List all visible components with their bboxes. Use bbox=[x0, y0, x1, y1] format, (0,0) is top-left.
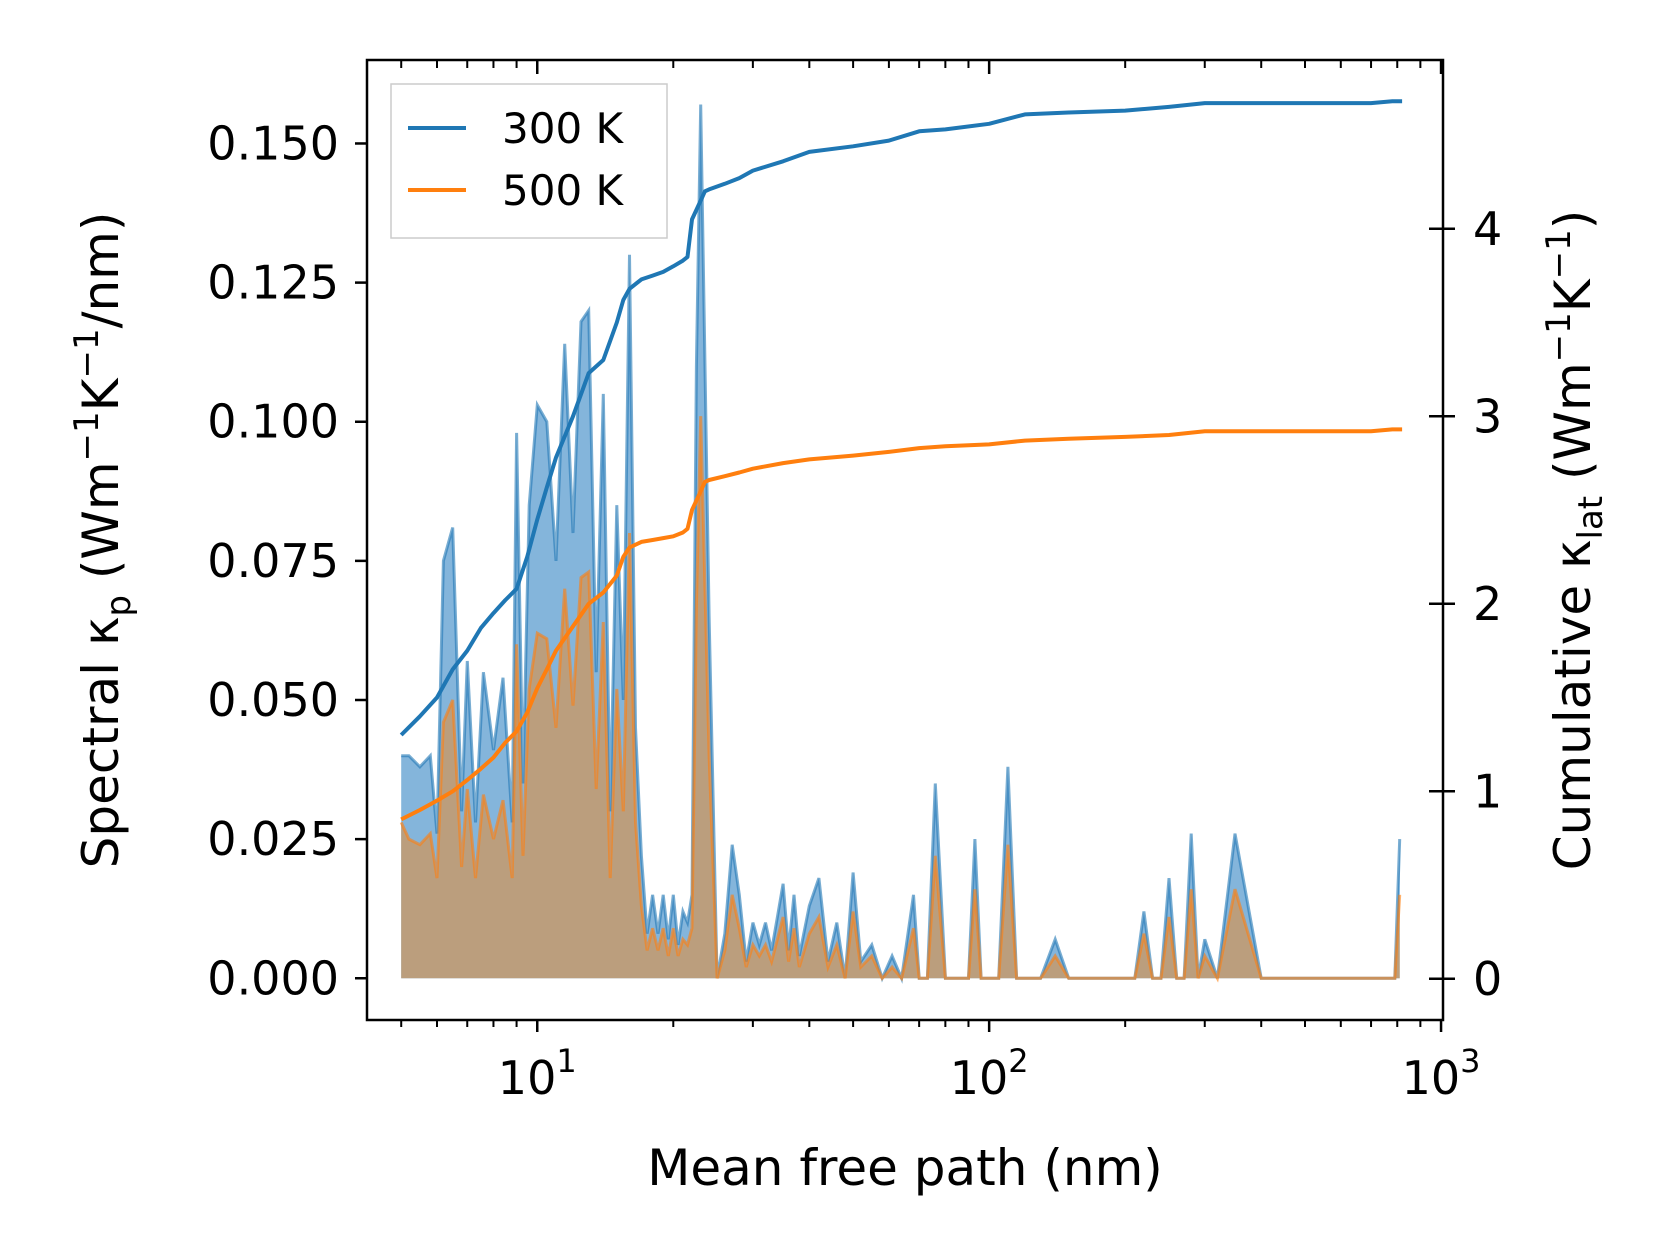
x-axis-label: Mean free path (nm) bbox=[647, 1139, 1163, 1197]
y-tick-label: 0.050 bbox=[207, 673, 339, 727]
cumulative-line-500k bbox=[400, 427, 1403, 822]
x-tick-label: 103 bbox=[1402, 1042, 1481, 1105]
spectral-line-500k bbox=[399, 416, 1402, 983]
y2-tick-label: 0 bbox=[1473, 952, 1502, 1006]
legend-label-300k: 300 K bbox=[502, 104, 625, 153]
y2-tick-label: 2 bbox=[1473, 577, 1502, 631]
y2-tick-label: 3 bbox=[1473, 389, 1502, 443]
y-tick-label: 0.075 bbox=[207, 534, 339, 588]
axes-ticks: 0.000 0.025 0.050 0.075 0.100 0.125 0.150 0 1 2 3 4… bbox=[207, 60, 1502, 1105]
y2-tick-label: 4 bbox=[1473, 202, 1502, 256]
legend: 300 K 500 K bbox=[390, 83, 668, 239]
legend-box bbox=[390, 83, 668, 239]
x-tick-label: 101 bbox=[498, 1042, 577, 1105]
legend-label-500k: 500 K bbox=[502, 166, 625, 215]
y-tick-label: 0.125 bbox=[207, 256, 339, 310]
plot-frame bbox=[365, 58, 1445, 1022]
cumulative-line-300k bbox=[399, 99, 1403, 737]
x-tick-label: 102 bbox=[950, 1042, 1029, 1105]
y2-tick-label: 1 bbox=[1473, 764, 1502, 818]
y-axis-label: Spectral κp (Wm−1K−1/nm) bbox=[67, 212, 139, 869]
plot-area bbox=[399, 99, 1403, 984]
y-tick-label: 0.000 bbox=[207, 951, 339, 1005]
y-tick-label: 0.025 bbox=[207, 812, 339, 866]
y-tick-label: 0.100 bbox=[207, 395, 339, 449]
y-tick-label: 0.150 bbox=[207, 116, 339, 170]
y2-axis-label: Cumulative κlat (Wm−1K−1) bbox=[1539, 210, 1611, 870]
